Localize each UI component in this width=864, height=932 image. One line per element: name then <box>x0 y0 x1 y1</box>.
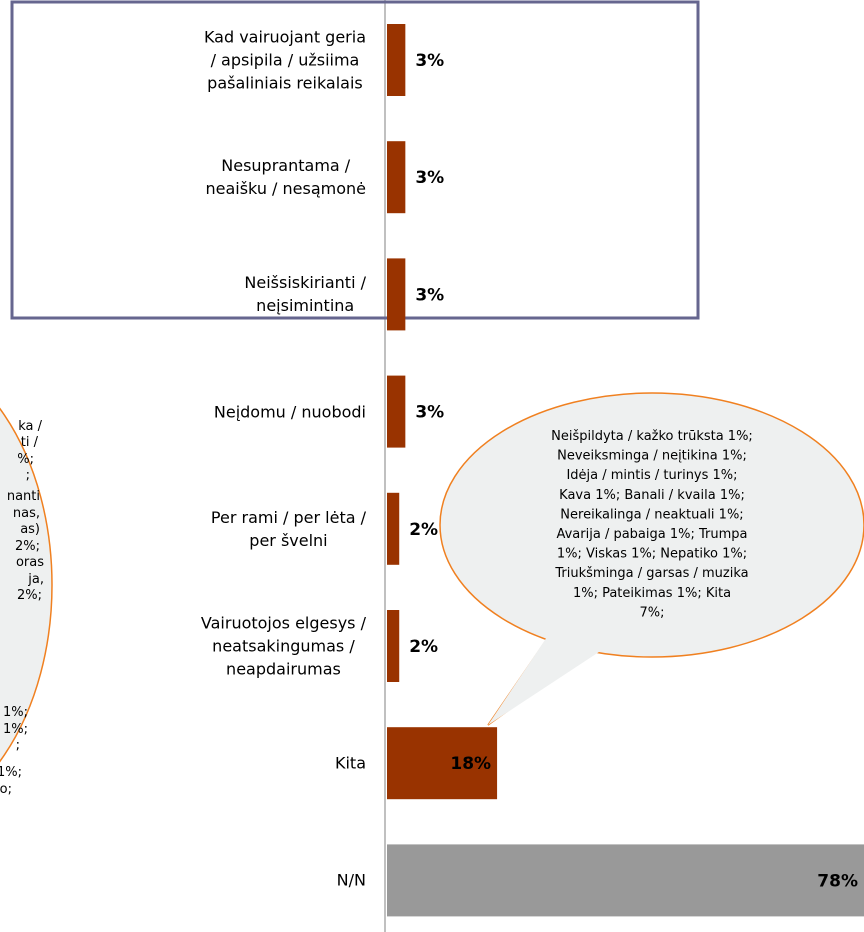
bar <box>387 727 498 800</box>
annotation-fragment: oras <box>16 555 44 570</box>
category-label: Vairuotojos elgesys / neatsakingumas / n… <box>200 613 366 679</box>
annotation-line: 1%; Viskas 1%; Nepatiko 1%; <box>557 547 747 562</box>
annotation-line: Neišpildyta / kažko trūksta 1%; <box>551 429 753 444</box>
annotation-line: Avarija / pabaiga 1%; Trumpa <box>556 527 747 542</box>
value-label: 3% <box>415 285 444 305</box>
value-label: 3% <box>415 51 444 71</box>
annotation-line: Idėja / mintis / turinys 1%; <box>566 468 737 483</box>
annotation-line: Neveiksminga / neįtikina 1%; <box>557 449 747 464</box>
annotation-fragment: %; <box>17 452 34 467</box>
annotation-fragment: o; <box>0 782 12 797</box>
annotation-line: 1%; Pateikimas 1%; Kita <box>573 586 731 601</box>
bar <box>387 610 400 682</box>
right-bubble <box>439 392 864 658</box>
value-label: 18% <box>450 754 491 774</box>
bar <box>387 24 406 96</box>
annotation-fragment: 1%; <box>0 765 22 780</box>
annotation-fragment: nanti <box>7 489 40 504</box>
annotation-fragment: nas, <box>13 506 40 521</box>
annotation-fragment: ja, <box>27 572 44 587</box>
annotation-fragment: 2%; <box>15 539 40 554</box>
annotation-fragment: 2%; <box>17 588 42 603</box>
value-label: 3% <box>415 403 444 423</box>
bar <box>387 258 406 331</box>
category-label: Per rami / per lėta / per švelni <box>210 507 366 550</box>
category-label: Kad vairuojant geria / apsipila / užsiim… <box>203 27 366 93</box>
bar <box>387 492 400 565</box>
bar <box>387 141 406 214</box>
category-label: Neįdomu / nuobodi <box>213 402 366 422</box>
category-label: Kita <box>334 753 366 773</box>
annotation-fragment: ti / <box>21 435 39 450</box>
bubble-tail-fill <box>488 625 605 725</box>
category-label: Nesuprantama / neaišku / nesąmonė <box>205 156 366 199</box>
annotation-line: 7%; <box>639 605 664 620</box>
bar <box>387 375 406 448</box>
value-label: 2% <box>409 520 438 540</box>
bar <box>387 844 864 917</box>
value-label: 2% <box>409 637 438 657</box>
annotation-fragment: as) <box>20 522 40 537</box>
annotation-fragment: 1%; <box>3 705 28 720</box>
category-label: Neišsiskirianti / neįsimintina <box>244 273 366 316</box>
value-label: 3% <box>415 168 444 188</box>
annotation-line: Nereikalinga / neaktuali 1%; <box>560 507 743 522</box>
annotation-fragment: 1%; <box>3 722 28 737</box>
annotation-fragment: ka / <box>18 419 42 434</box>
annotation-line: Kava 1%; Banali / kvaila 1%; <box>559 488 745 503</box>
left-bubble <box>0 407 53 763</box>
category-label: N/N <box>336 870 366 890</box>
annotation-fragment: ; <box>16 738 20 753</box>
value-label: 78% <box>817 871 858 891</box>
annotation-line: Triukšminga / garsas / muzika <box>554 566 748 581</box>
highlight-frame <box>10 0 700 320</box>
annotation-fragment: ; <box>26 468 30 483</box>
